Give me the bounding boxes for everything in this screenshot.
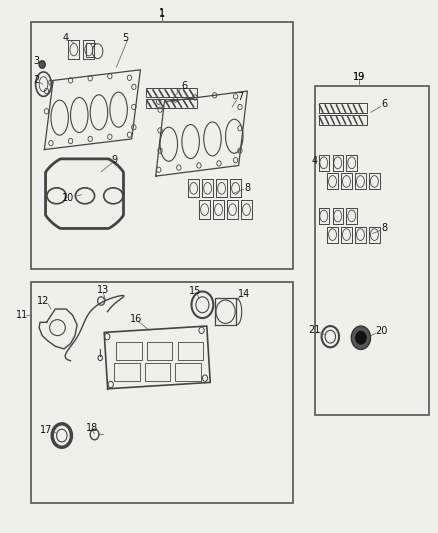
Text: 3: 3 — [33, 56, 39, 66]
Ellipse shape — [39, 61, 45, 68]
Bar — [145, 364, 170, 381]
Text: 11: 11 — [15, 310, 28, 320]
Bar — [177, 342, 203, 360]
Ellipse shape — [351, 326, 371, 350]
Text: 4: 4 — [312, 156, 318, 166]
Text: 15: 15 — [189, 286, 201, 296]
Text: 19: 19 — [353, 72, 365, 82]
Text: 5: 5 — [122, 33, 128, 43]
Bar — [318, 115, 367, 125]
Text: 18: 18 — [86, 423, 99, 433]
Text: 17: 17 — [40, 425, 53, 435]
Bar — [31, 282, 293, 503]
Text: 20: 20 — [375, 326, 388, 336]
Text: 19: 19 — [353, 72, 365, 82]
Bar — [117, 342, 142, 360]
Text: 10: 10 — [62, 193, 74, 204]
Bar — [114, 364, 140, 381]
Text: 16: 16 — [130, 313, 142, 324]
Bar — [315, 86, 428, 415]
Bar — [146, 88, 197, 98]
Text: 2: 2 — [33, 76, 39, 85]
Bar — [31, 22, 293, 269]
Text: 21: 21 — [308, 325, 320, 335]
Bar — [175, 364, 201, 381]
Ellipse shape — [356, 332, 366, 344]
Text: 6: 6 — [382, 99, 388, 109]
Text: 1: 1 — [159, 9, 165, 19]
Text: 4: 4 — [62, 33, 68, 43]
Bar — [146, 99, 197, 108]
Text: 8: 8 — [244, 183, 251, 193]
Text: 1: 1 — [159, 8, 165, 18]
Text: 8: 8 — [382, 223, 388, 233]
Bar — [318, 103, 367, 114]
Text: 12: 12 — [37, 296, 49, 306]
Bar — [147, 342, 172, 360]
Text: 6: 6 — [181, 81, 187, 91]
Text: 9: 9 — [111, 155, 117, 165]
Text: 13: 13 — [97, 286, 110, 295]
Text: 14: 14 — [238, 289, 251, 299]
Text: 7: 7 — [237, 92, 243, 102]
